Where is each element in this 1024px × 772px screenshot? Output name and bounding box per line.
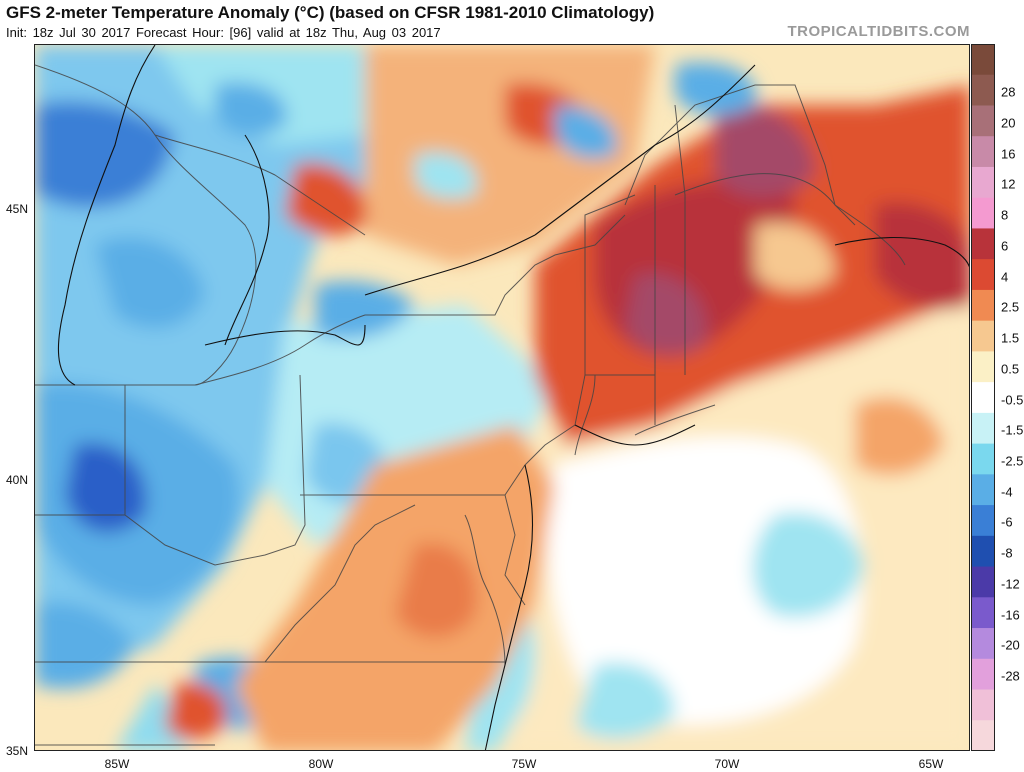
colorbar-swatch — [971, 136, 995, 168]
colorbar-swatch — [971, 474, 995, 506]
colorbar-swatch — [971, 166, 995, 199]
lon-label-80w: 80W — [308, 757, 334, 771]
colorbar-tick-label: -12 — [1001, 576, 1020, 592]
anomaly-fill — [35, 45, 969, 750]
colorbar-swatch — [971, 351, 995, 383]
colorbar-swatch — [971, 443, 995, 475]
colorbar-swatch — [971, 289, 995, 322]
colorbar-swatch — [971, 628, 995, 660]
colorbar-tick-label: -16 — [1001, 607, 1020, 623]
colorbar-swatches — [971, 44, 995, 752]
colorbar-swatch — [971, 689, 995, 721]
colorbar-swatch — [971, 720, 995, 752]
colorbar-tick-label: 4 — [1001, 269, 1009, 285]
lat-label-45n: 45N — [6, 202, 29, 216]
colorbar-border — [971, 44, 995, 751]
colorbar-tick-label: 12 — [1001, 176, 1016, 192]
lon-label-65w: 65W — [918, 757, 944, 771]
lat-label-40n: 40N — [6, 473, 29, 487]
colorbar-swatch — [971, 44, 995, 76]
colorbar-swatch — [971, 382, 995, 414]
colorbar-swatch — [971, 566, 995, 598]
colorbar-tick-label: 8 — [1001, 207, 1009, 223]
colorbar-tick-label: -2.5 — [1001, 453, 1024, 469]
lat-label-35n: 35N — [6, 744, 29, 758]
colorbar-tick-label: -8 — [1001, 545, 1013, 561]
source-watermark: TROPICALTIDBITS.COM — [787, 23, 970, 40]
colorbar-tick-label: -4 — [1001, 484, 1013, 500]
colorbar-swatch — [971, 412, 995, 445]
colorbar-swatch — [971, 197, 995, 229]
colorbar-swatch — [971, 658, 995, 691]
colorbar-swatch — [971, 597, 995, 629]
colorbar-swatch — [971, 320, 995, 352]
colorbar-tick-label: -28 — [1001, 668, 1020, 684]
colorbar-swatch — [971, 228, 995, 260]
colorbar-tick-label: 0.5 — [1001, 361, 1020, 377]
colorbar: 28 20 16 12 8 6 4 2.5 1.5 0.5 -0.5 -1.5 -2.5 -4 -6 -8 -1… — [971, 44, 1024, 752]
lon-label-75w: 75W — [511, 757, 537, 771]
coastlines — [57, 45, 969, 750]
colorbar-tick-label: -6 — [1001, 514, 1013, 530]
colorbar-swatch — [971, 105, 995, 137]
forecast-info: Init: 18z Jul 30 2017 Forecast Hour: [96… — [6, 25, 441, 40]
colorbar-swatch — [971, 505, 995, 537]
colorbar-tick-label: 1.5 — [1001, 330, 1020, 346]
map-title: GFS 2-meter Temperature Anomaly (°C) (ba… — [6, 3, 655, 22]
header: GFS 2-meter Temperature Anomaly (°C) (ba… — [0, 0, 1024, 44]
colorbar-swatch — [971, 74, 995, 106]
colorbar-swatch — [971, 259, 995, 291]
colorbar-tick-label: 20 — [1001, 115, 1016, 131]
colorbar-tick-label: 16 — [1001, 146, 1016, 162]
colorbar-tick-label: -1.5 — [1001, 422, 1024, 438]
colorbar-tick-label: 6 — [1001, 238, 1009, 254]
lon-label-70w: 70W — [714, 757, 740, 771]
colorbar-tick-label: -20 — [1001, 637, 1020, 653]
anomaly-map — [34, 44, 970, 751]
colorbar-tick-label: 28 — [1001, 84, 1016, 100]
boundaries — [35, 64, 906, 746]
colorbar-swatch — [971, 535, 995, 568]
colorbar-tick-label: 2.5 — [1001, 299, 1020, 315]
lon-label-85w: 85W — [104, 757, 130, 771]
colorbar-tick-label: -0.5 — [1001, 392, 1024, 407]
